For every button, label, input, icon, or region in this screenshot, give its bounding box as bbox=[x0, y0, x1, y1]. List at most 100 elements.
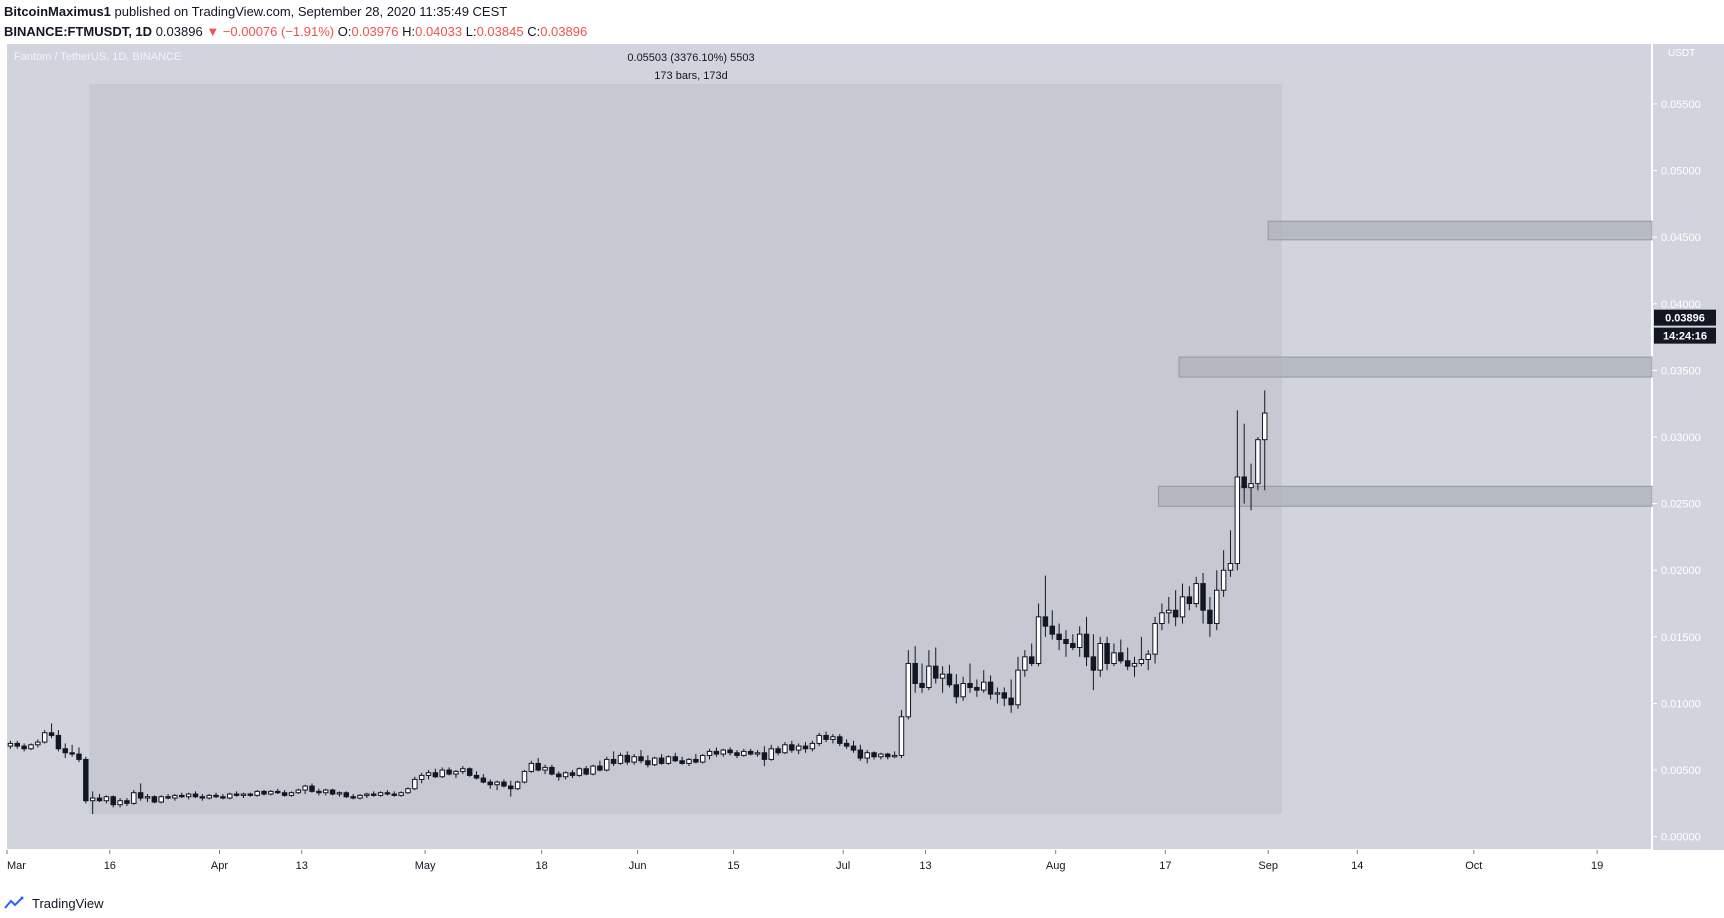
candle-body-down bbox=[309, 785, 315, 792]
candle-body-up bbox=[878, 753, 884, 758]
candle bbox=[1138, 636, 1145, 667]
candle bbox=[124, 798, 130, 807]
candle-body-up bbox=[1138, 658, 1145, 664]
candle-body-down bbox=[837, 736, 843, 744]
candle-body-down bbox=[233, 793, 240, 796]
candle bbox=[645, 755, 651, 768]
time-tick-label: 15 bbox=[727, 860, 739, 872]
candle-body-up bbox=[1214, 589, 1220, 625]
candle bbox=[21, 743, 27, 752]
candle-body-down bbox=[69, 752, 75, 755]
candle bbox=[151, 795, 158, 804]
price-tick-label: 0.01000 bbox=[1661, 698, 1701, 710]
price-tick-label: 0.03000 bbox=[1661, 432, 1701, 444]
candle bbox=[185, 792, 192, 800]
candle-body-down bbox=[912, 662, 918, 684]
candle-body-down bbox=[693, 758, 699, 763]
candle-body-down bbox=[1186, 596, 1193, 605]
candle bbox=[501, 779, 507, 788]
candle bbox=[425, 770, 432, 780]
candle-body-down bbox=[727, 749, 733, 754]
candle bbox=[761, 746, 768, 767]
candle-body-down bbox=[747, 750, 754, 755]
zone-2 bbox=[1178, 356, 1653, 378]
candle-body-down bbox=[761, 752, 768, 760]
candle bbox=[1220, 550, 1227, 597]
candle-body-down bbox=[1172, 609, 1179, 618]
candle-body-up bbox=[1152, 623, 1158, 655]
candle-body-up bbox=[295, 789, 302, 794]
candle-body-up bbox=[89, 797, 96, 802]
candle-body-up bbox=[227, 793, 233, 799]
candle-body-down bbox=[213, 794, 219, 798]
candle bbox=[62, 743, 68, 759]
candle-body-up bbox=[699, 754, 706, 763]
candle-body-up bbox=[576, 768, 583, 776]
time-axis: Mar 16 Apr 13 May 18 Jun 15 Jul 13 Aug 17 Sep 14 Oct 19 bbox=[6, 850, 1603, 872]
candle-body-up bbox=[172, 794, 178, 799]
candle bbox=[850, 740, 857, 753]
publish-row: BitcoinMaximus1 published on TradingView… bbox=[4, 2, 1720, 22]
candle bbox=[508, 780, 514, 797]
candle bbox=[878, 752, 884, 760]
candle-body-up bbox=[741, 750, 747, 756]
candle bbox=[651, 756, 658, 767]
candle bbox=[1124, 647, 1131, 671]
candle bbox=[261, 790, 267, 796]
candle bbox=[638, 750, 644, 764]
candle bbox=[240, 792, 247, 799]
candle-body-down bbox=[1063, 639, 1069, 645]
candle-body-down bbox=[734, 752, 740, 756]
candle-body-down bbox=[974, 686, 980, 691]
candle bbox=[1049, 610, 1055, 640]
candle bbox=[795, 743, 802, 755]
candle bbox=[782, 742, 788, 755]
candle bbox=[96, 794, 103, 803]
chart-title: Fantom / TetherUS, 1D, BINANCE bbox=[14, 51, 181, 63]
candle bbox=[1131, 656, 1138, 677]
tradingview-footer[interactable]: TradingView bbox=[4, 892, 104, 914]
candle bbox=[1015, 656, 1021, 709]
time-axis-background[interactable] bbox=[7, 850, 1652, 888]
candle bbox=[535, 758, 541, 772]
price-axis-background[interactable] bbox=[1652, 44, 1724, 850]
candle-body-up bbox=[1145, 653, 1151, 660]
candle-body-up bbox=[158, 796, 164, 803]
author-name[interactable]: BitcoinMaximus1 bbox=[4, 4, 111, 19]
candle-body-up bbox=[1234, 476, 1241, 565]
candle-body-up bbox=[1159, 612, 1165, 625]
candle-body-up bbox=[665, 756, 672, 764]
candle bbox=[302, 784, 308, 795]
tradingview-brand: TradingView bbox=[32, 895, 104, 911]
candle-body-up bbox=[830, 736, 836, 740]
measure-range-box bbox=[89, 83, 1282, 815]
candle bbox=[556, 771, 562, 781]
candle-body-up bbox=[494, 781, 500, 786]
candle-body-down bbox=[247, 793, 254, 796]
candle bbox=[576, 767, 583, 777]
candle-body-up bbox=[720, 749, 726, 755]
candle-body-down bbox=[933, 665, 939, 679]
candle-body-down bbox=[1118, 652, 1124, 662]
candle bbox=[1001, 687, 1008, 707]
price-axis: 0.00000 0.00500 0.01000 0.01500 0.02000 0.025… bbox=[1652, 99, 1701, 844]
candle bbox=[1056, 623, 1062, 651]
candle bbox=[1241, 423, 1247, 504]
time-tick-label: Oct bbox=[1465, 860, 1482, 872]
candle bbox=[1145, 650, 1151, 671]
candle bbox=[610, 751, 617, 767]
candle bbox=[247, 792, 254, 797]
candle bbox=[55, 730, 62, 752]
candle bbox=[686, 758, 692, 767]
candle bbox=[7, 740, 14, 749]
candle bbox=[384, 790, 391, 796]
price-chart[interactable]: 0.00000 0.00500 0.01000 0.01500 0.02000 0.025… bbox=[0, 44, 1724, 888]
candle-body-up bbox=[1248, 483, 1254, 489]
low-label: L: bbox=[465, 24, 477, 39]
candle-body-up bbox=[117, 800, 123, 806]
candle-body-up bbox=[1220, 569, 1227, 591]
candle-body-down bbox=[62, 748, 68, 754]
price-tick-label: 0.05000 bbox=[1661, 166, 1701, 178]
candle bbox=[617, 752, 624, 765]
candle bbox=[1227, 530, 1234, 577]
